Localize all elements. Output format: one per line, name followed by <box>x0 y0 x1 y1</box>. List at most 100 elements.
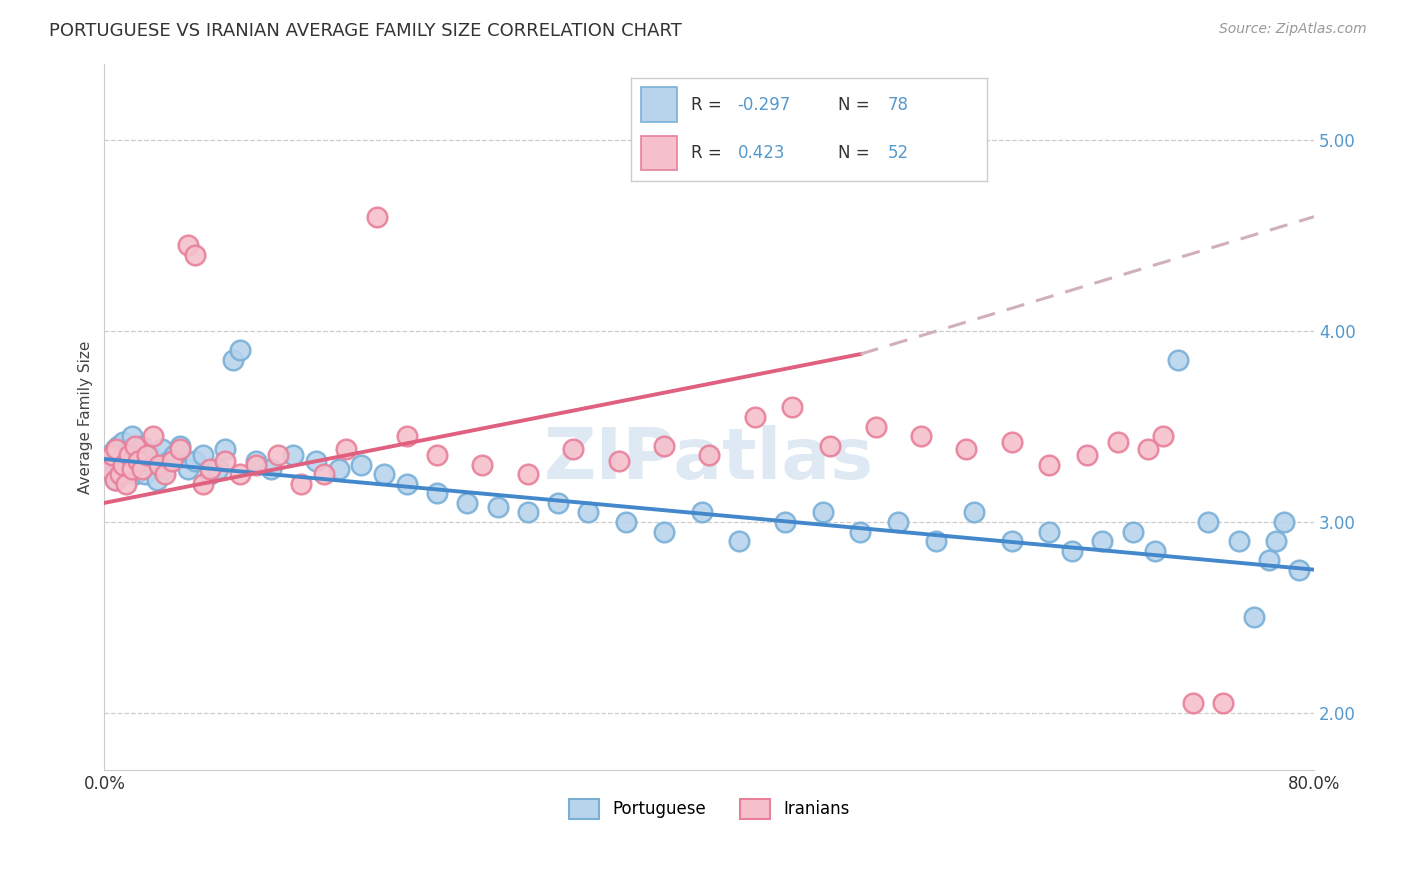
Point <box>516 467 538 482</box>
Text: PORTUGUESE VS IRANIAN AVERAGE FAMILY SIZE CORRELATION CHART: PORTUGUESE VS IRANIAN AVERAGE FAMILY SIZ… <box>49 22 682 40</box>
Point <box>125 454 148 468</box>
Point <box>207 461 229 475</box>
Point <box>1001 434 1024 449</box>
Point <box>335 442 357 457</box>
Point <box>121 429 143 443</box>
Point <box>456 496 478 510</box>
Point <box>547 496 569 510</box>
Point <box>128 448 150 462</box>
Point <box>146 473 169 487</box>
Point <box>1144 543 1167 558</box>
Point <box>1136 442 1159 457</box>
Point <box>395 476 418 491</box>
Point <box>148 458 170 472</box>
Point <box>486 500 509 514</box>
Text: Source: ZipAtlas.com: Source: ZipAtlas.com <box>1219 22 1367 37</box>
Point <box>1076 448 1098 462</box>
Point <box>955 442 977 457</box>
Point <box>222 352 245 367</box>
Point <box>697 448 720 462</box>
Point <box>562 442 585 457</box>
Point <box>162 454 184 468</box>
Point <box>1001 534 1024 549</box>
Point <box>1167 352 1189 367</box>
Point <box>214 442 236 457</box>
Point <box>1152 429 1174 443</box>
Point <box>169 442 191 457</box>
Point <box>690 505 713 519</box>
Point <box>117 448 139 462</box>
Point <box>120 442 142 457</box>
Point <box>100 461 122 475</box>
Point <box>849 524 872 539</box>
Point <box>963 505 986 519</box>
Point <box>108 467 131 482</box>
Point <box>652 524 675 539</box>
Point <box>576 505 599 519</box>
Point <box>104 442 127 457</box>
Point <box>121 461 143 475</box>
Point <box>350 458 373 472</box>
Point <box>614 515 637 529</box>
Point <box>101 454 124 468</box>
Point <box>426 448 449 462</box>
Point <box>127 461 149 475</box>
Point <box>1182 696 1205 710</box>
Point <box>122 458 145 472</box>
Point <box>112 458 135 472</box>
Point <box>111 458 134 472</box>
Point <box>184 454 207 468</box>
Point <box>229 343 252 358</box>
Point <box>191 476 214 491</box>
Point <box>260 461 283 475</box>
Point <box>773 515 796 529</box>
Point <box>111 434 134 449</box>
Point <box>214 454 236 468</box>
Text: ZIPatlas: ZIPatlas <box>544 425 875 494</box>
Point <box>910 429 932 443</box>
Y-axis label: Average Family Size: Average Family Size <box>79 341 93 493</box>
Point <box>114 446 136 460</box>
Point <box>1272 515 1295 529</box>
Point <box>1243 610 1265 624</box>
Point <box>157 454 180 468</box>
Point <box>127 454 149 468</box>
Point <box>305 454 328 468</box>
Point <box>426 486 449 500</box>
Point <box>1091 534 1114 549</box>
Point <box>1107 434 1129 449</box>
Point <box>290 476 312 491</box>
Point <box>134 467 156 482</box>
Point <box>887 515 910 529</box>
Point <box>312 467 335 482</box>
Point <box>865 419 887 434</box>
Point <box>395 429 418 443</box>
Point <box>811 505 834 519</box>
Point <box>925 534 948 549</box>
Point <box>200 461 222 475</box>
Point <box>124 467 146 482</box>
Point <box>131 461 153 475</box>
Point <box>142 429 165 443</box>
Point <box>184 248 207 262</box>
Point <box>115 461 138 475</box>
Point <box>267 448 290 462</box>
Point <box>108 461 131 475</box>
Point <box>107 439 129 453</box>
Point <box>728 534 751 549</box>
Point <box>1212 696 1234 710</box>
Point <box>153 461 176 475</box>
Point <box>366 210 388 224</box>
Point <box>1038 524 1060 539</box>
Point <box>97 461 120 475</box>
Point <box>1227 534 1250 549</box>
Point <box>1062 543 1084 558</box>
Legend: Portuguese, Iranians: Portuguese, Iranians <box>562 793 856 825</box>
Point <box>114 476 136 491</box>
Point <box>245 458 267 472</box>
Point <box>1265 534 1288 549</box>
Point <box>607 454 630 468</box>
Point <box>744 410 766 425</box>
Point <box>105 442 128 457</box>
Point <box>200 467 222 482</box>
